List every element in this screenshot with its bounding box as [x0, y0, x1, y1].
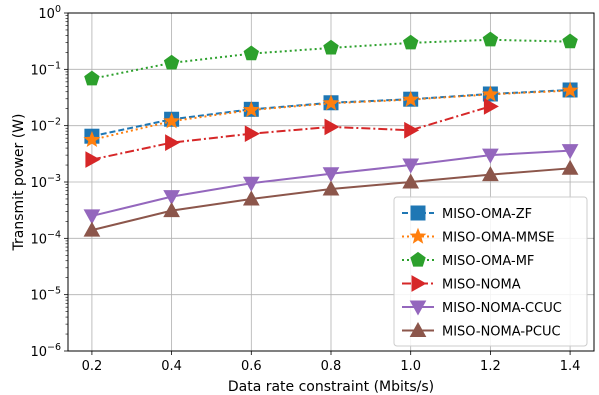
y-tick-label: 100: [38, 4, 61, 22]
data-point: [409, 300, 427, 316]
data-point: [482, 166, 499, 182]
legend-label: MISO-NOMA: [442, 278, 521, 293]
data-point: [323, 39, 339, 55]
legend-item: MISO-OMA-MMSE: [402, 227, 555, 246]
legend-label: MISO-NOMA-CCUC: [442, 301, 562, 316]
x-tick-label: 1.4: [560, 359, 581, 374]
legend-item: MISO-NOMA-CCUC: [402, 300, 562, 316]
y-tick-label: 10−2: [30, 117, 61, 135]
data-point: [163, 112, 181, 129]
x-tick-label: 0.8: [321, 359, 342, 374]
y-tick-label: 10−1: [30, 60, 61, 78]
legend-label: MISO-OMA-MF: [442, 254, 534, 269]
x-axis: 0.2 0.4 0.6 0.8 1.0 1.2 1.4: [82, 351, 581, 374]
y-axis-label: Transmit power (W): [11, 114, 27, 252]
data-point: [322, 180, 340, 196]
series-miso-noma-ccuc: [83, 144, 579, 225]
x-tick-label: 1.2: [480, 359, 501, 374]
data-point: [409, 227, 427, 244]
legend-item: MISO-NOMA-PCUC: [402, 321, 561, 340]
data-point: [561, 159, 579, 175]
legend-label: MISO-OMA-MMSE: [442, 231, 555, 246]
data-point: [242, 176, 260, 192]
data-point: [83, 130, 101, 148]
x-axis-label: Data rate constraint (Mbits/s): [228, 379, 434, 395]
data-point: [562, 33, 578, 49]
x-tick-label: 0.6: [241, 359, 262, 374]
data-point: [411, 275, 427, 292]
data-point: [244, 125, 260, 143]
data-point: [83, 209, 101, 225]
data-point: [409, 321, 427, 337]
data-point: [243, 45, 260, 61]
data-point: [402, 173, 420, 189]
series-miso-oma-mf: [84, 31, 578, 86]
data-point: [402, 158, 420, 174]
data-point: [481, 85, 499, 102]
data-point: [322, 167, 340, 183]
data-point: [482, 31, 499, 47]
x-tick-label: 1.0: [400, 359, 421, 374]
legend-label: MISO-OMA-ZF: [442, 207, 532, 222]
legend: MISO-OMA-ZF MISO-OMA-MMSE MISO-OMA-MF MISO-…: [393, 196, 588, 347]
data-point: [410, 251, 426, 267]
data-point: [324, 118, 340, 136]
y-axis: 10−6 10−5 10−4 10−3 10−2 10−1 100: [30, 4, 68, 360]
x-tick-label: 0.4: [161, 359, 182, 374]
data-point: [402, 90, 420, 107]
data-point: [242, 190, 260, 206]
data-point: [163, 190, 180, 206]
data-point: [482, 148, 499, 164]
series-line: [91, 105, 491, 161]
y-tick-label: 10−3: [30, 173, 61, 191]
series-miso-noma-pcuc: [83, 159, 579, 237]
legend-item: MISO-NOMA: [402, 275, 521, 293]
data-point: [163, 202, 180, 218]
data-point: [83, 221, 101, 237]
legend-label: MISO-NOMA-PCUC: [442, 325, 561, 340]
legend-item: MISO-OMA-ZF: [402, 205, 532, 222]
series-miso-noma: [85, 98, 499, 168]
y-tick-label: 10−4: [30, 229, 61, 247]
y-tick-label: 10−5: [30, 286, 61, 304]
series-miso-oma-mmse: [83, 81, 579, 148]
data-point: [322, 94, 340, 111]
data-point: [163, 54, 180, 70]
data-point: [483, 98, 499, 115]
data-point: [242, 101, 260, 118]
legend-box: [393, 196, 588, 347]
data-point: [84, 70, 100, 86]
x-tick-label: 0.2: [82, 359, 103, 374]
data-point: [561, 81, 579, 98]
data-point: [85, 151, 101, 168]
data-point: [561, 144, 579, 160]
data-point: [402, 34, 419, 50]
data-point: [165, 134, 181, 151]
data-point: [404, 121, 420, 139]
legend-item: MISO-OMA-MF: [402, 251, 534, 269]
data-point: [410, 205, 426, 221]
y-tick-label: 10−6: [30, 342, 61, 360]
